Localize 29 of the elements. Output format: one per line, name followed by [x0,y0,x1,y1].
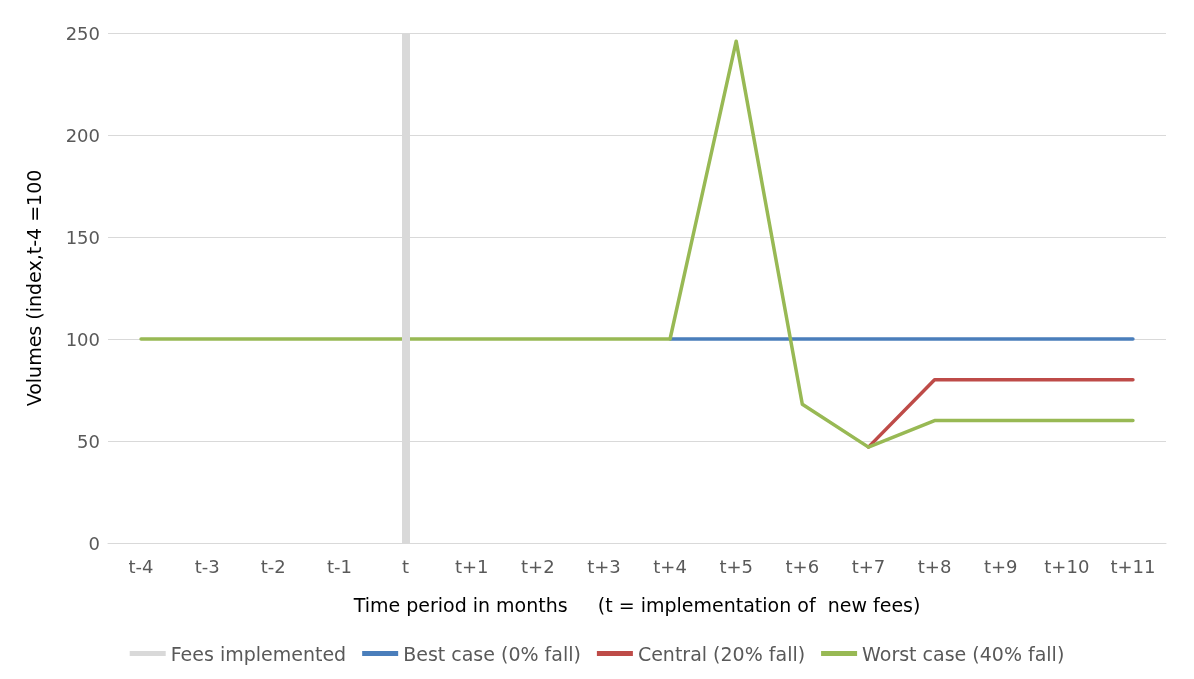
legend-label: Fees implemented [170,642,347,665]
x-tick-label: t+4 [653,555,687,577]
x-tick-label: t-2 [260,555,286,577]
line-series [139,39,1135,449]
x-tick-label: t-4 [128,555,154,577]
y-tick-label: 100 [65,328,100,350]
x-tick-label: t+9 [983,555,1018,577]
x-tick-label: t+11 [1110,555,1156,577]
x-tick-label: t+1 [454,555,489,577]
x-tick-label: t+2 [521,555,555,577]
y-tick-label: 50 [77,430,100,452]
x-tick-label: t+8 [917,555,952,577]
y-tick-label: 150 [65,226,100,248]
x-tick-label: t-3 [194,555,220,577]
y-tick-label: 250 [65,22,100,44]
y-axis-title: Volumes (index,t-4 =100 [22,169,45,407]
y-tick-label: 200 [65,124,100,146]
legend-label: Worst case (40% fall) [862,642,1065,665]
x-axis-title: Time period in months (t = implementation of new fees) [352,593,921,616]
x-tick-label: t+5 [719,555,753,577]
x-tick-label: t+7 [851,555,886,577]
y-tick-label: 0 [88,532,100,554]
legend-label: Central (20% fall) [637,642,806,665]
legend-label: Best case (0% fall) [403,642,581,665]
x-tick-label: t [402,555,410,577]
x-tick-label: t+3 [587,555,621,577]
x-tick-label: t-1 [326,555,352,577]
x-tick-label: t+6 [785,555,820,577]
x-tick-label: t+10 [1044,555,1090,577]
